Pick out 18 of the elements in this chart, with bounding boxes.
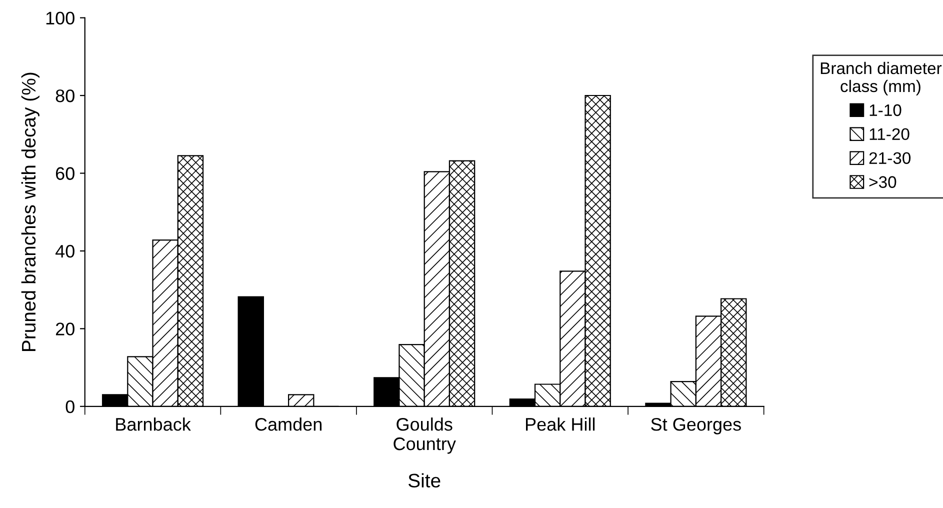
x-tick-label: Goulds Country bbox=[394, 418, 456, 454]
legend-label: 11-20 bbox=[870, 128, 910, 140]
x-tick-label: Camden bbox=[255, 418, 322, 431]
y-tick-label: 20 bbox=[56, 322, 74, 336]
y-tick-label: 100 bbox=[46, 12, 74, 24]
x-tick-label: St Georges bbox=[651, 418, 741, 434]
y-tick-label: 60 bbox=[56, 167, 74, 180]
x-tick-label: Barnback bbox=[116, 418, 191, 431]
y-tick-label: 0 bbox=[66, 400, 74, 414]
x-tick-label: Peak Hill bbox=[526, 418, 595, 431]
legend-label: >30 bbox=[869, 176, 896, 188]
y-tick-label: 40 bbox=[55, 244, 74, 258]
legend-title: Branch diameter class (mm) bbox=[820, 62, 942, 96]
x-axis-title: Site bbox=[408, 473, 440, 488]
y-tick-label: 80 bbox=[56, 89, 74, 102]
y-axis-title: Pruned branches with decay (%) bbox=[21, 72, 40, 351]
legend-label: 21-30 bbox=[869, 152, 911, 164]
legend-label: 1-10 bbox=[870, 104, 902, 116]
